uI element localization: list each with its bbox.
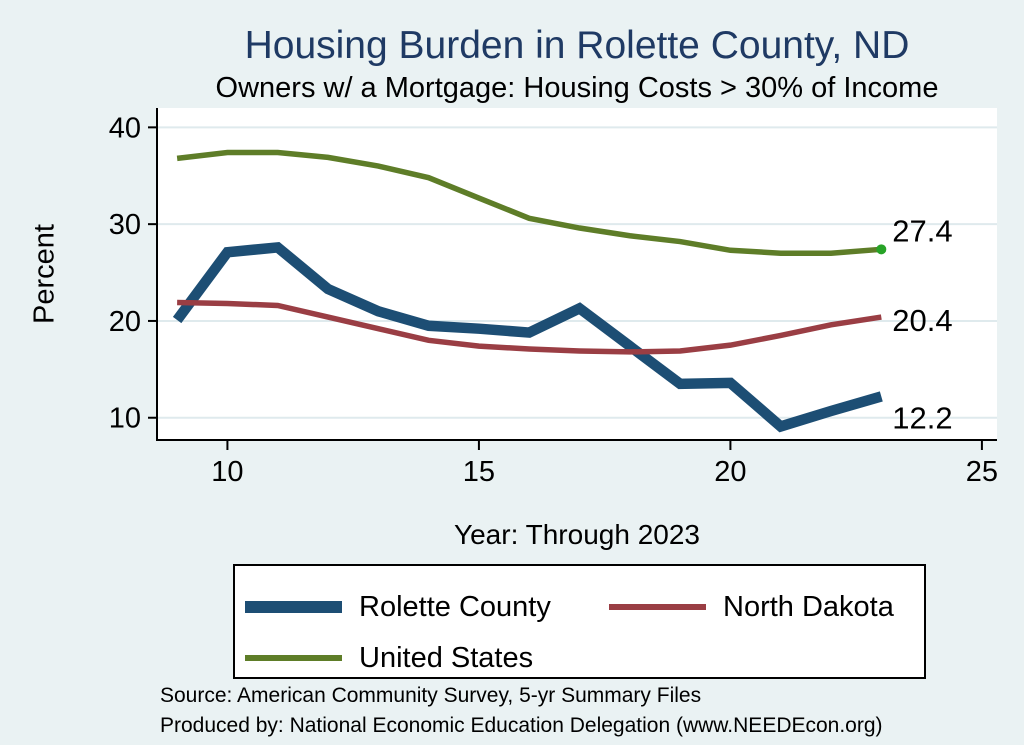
- series-line-1: [177, 299, 882, 355]
- plot-background: [157, 108, 997, 440]
- legend-item-rolette-county: Rolette County: [245, 586, 551, 628]
- series-end-label-2: 27.4: [892, 213, 952, 248]
- legend-label-rolette-county: Rolette County: [359, 590, 551, 623]
- x-tick-label: 20: [714, 456, 746, 488]
- source-line: Source: American Community Survey, 5-yr …: [160, 684, 702, 707]
- source-note: Source: American Community Survey, 5-yr …: [160, 681, 883, 741]
- chart-title: Housing Burden in Rolette County, ND: [244, 24, 910, 67]
- y-tick-label: 40: [109, 112, 141, 144]
- x-tick-label: 25: [966, 456, 998, 488]
- chart-canvas: 10 20 30 40 10 15 20 25 12.2 20.4 27.4: [109, 108, 998, 488]
- x-tick-label: 10: [211, 456, 243, 488]
- x-tick-label: 15: [463, 456, 495, 488]
- series-end-label-0: 12.2: [892, 400, 952, 435]
- producer-line: Produced by: National Economic Education…: [160, 714, 883, 737]
- x-axis-label: Year: Through 2023: [454, 519, 700, 550]
- y-tick-label: 30: [109, 209, 141, 241]
- y-tick-label: 20: [109, 306, 141, 338]
- legend-item-united-states: United States: [245, 637, 533, 679]
- legend: Rolette County North Dakota United State…: [233, 564, 926, 679]
- legend-swatch-rolette-county: [245, 601, 342, 613]
- series-end-label-1: 20.4: [892, 303, 952, 338]
- legend-label-north-dakota: North Dakota: [723, 590, 894, 623]
- y-tick-label: 10: [109, 403, 141, 435]
- series-line-2: [176, 149, 882, 256]
- series-end-marker-2: [876, 244, 887, 255]
- series-line-0: [172, 241, 883, 433]
- chart-subtitle: Owners w/ a Mortgage: Housing Costs > 30…: [215, 72, 939, 104]
- legend-swatch-united-states: [245, 655, 342, 661]
- legend-label-united-states: United States: [359, 641, 534, 674]
- legend-item-north-dakota: North Dakota: [609, 586, 894, 628]
- legend-swatch-north-dakota: [609, 604, 706, 610]
